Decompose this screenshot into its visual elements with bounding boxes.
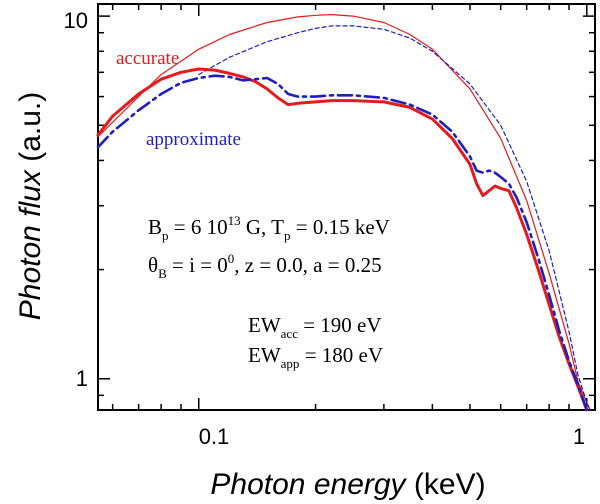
param-t-sub: p — [284, 228, 291, 243]
param-b: B — [148, 215, 162, 239]
param-rest: , z = 0.0, a = 0.25 — [234, 253, 381, 277]
ew-app-sub: app — [281, 356, 300, 371]
param-b-eq: = 6 10 — [169, 215, 228, 239]
x-axis-title-main: Photon energy — [210, 468, 407, 501]
legend-accurate: accurate — [116, 48, 179, 69]
param-deg: 0 — [228, 251, 235, 266]
y-tick-label: 10 — [64, 8, 88, 33]
ew-acc-sub: acc — [281, 326, 299, 341]
param-theta-sub: B — [158, 266, 167, 281]
y-axis-title-gap — [14, 162, 47, 170]
ew-app-value: = 180 eV — [299, 343, 383, 367]
params-line-1: Bp = 6 1013 G, Tp = 0.15 keV — [148, 213, 390, 243]
param-theta: θ — [148, 253, 158, 277]
ew-app-line: EWapp = 180 eV — [248, 343, 383, 371]
ew-acc-line: EWacc = 190 eV — [248, 313, 382, 341]
series-line-thin-dashed — [198, 25, 591, 411]
y-axis-title: Photon flux (a.u.) — [14, 92, 47, 320]
x-axis-title-unit: (keV) — [414, 468, 486, 501]
ew-app-label: EW — [248, 343, 281, 367]
curves — [96, 14, 591, 412]
plot-area — [97, 3, 596, 411]
param-b-sub: p — [162, 228, 169, 243]
series-line-thick-solid — [96, 67, 589, 412]
param-b-exp: 13 — [228, 213, 241, 228]
param-g: G, T — [241, 215, 285, 239]
x-axis-title: Photon energy (keV) — [210, 468, 485, 501]
ew-acc-value: = 190 eV — [298, 313, 382, 337]
legend-approximate: approximate — [146, 129, 241, 150]
x-axis-title-gap — [406, 468, 414, 501]
param-theta-eq: = i = 0 — [167, 253, 228, 277]
params-line-2: θB = i = 00, z = 0.0, a = 0.25 — [148, 251, 382, 281]
y-axis-title-unit: (a.u.) — [14, 92, 47, 162]
y-tick-label: 1 — [76, 366, 88, 391]
x-tick-label: 0.1 — [199, 424, 230, 449]
x-tick-label: 1 — [573, 424, 585, 449]
series-line-thin-solid — [97, 14, 591, 411]
y-axis-title-main: Photon flux — [14, 169, 47, 320]
param-t-val: = 0.15 keV — [290, 215, 389, 239]
series-line-thick-dashdot — [96, 74, 589, 412]
tick-marks — [98, 4, 595, 410]
ew-acc-label: EW — [248, 313, 281, 337]
